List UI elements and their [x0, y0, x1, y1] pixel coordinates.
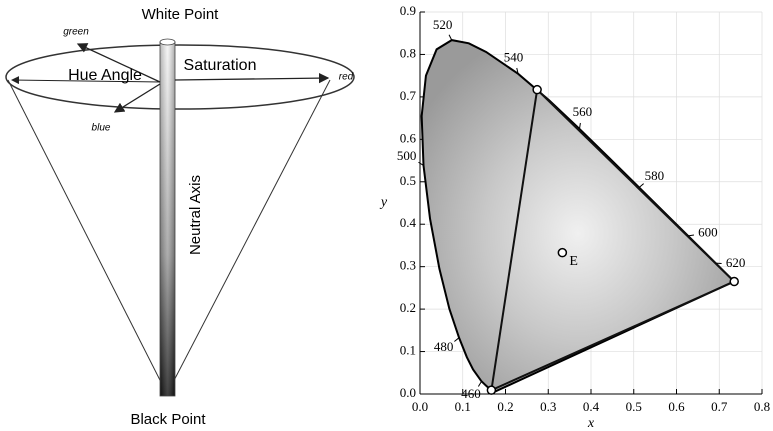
cone-edge — [167, 79, 331, 393]
x-axis-label: x — [587, 416, 595, 431]
x-tick-label: 0.0 — [412, 399, 428, 414]
wavelength-label: 560 — [573, 104, 593, 119]
wavelength-label: 540 — [504, 49, 524, 64]
arrow-blue — [113, 83, 161, 113]
hue-circle — [5, 44, 355, 110]
wavelength-tick — [638, 183, 644, 188]
tube-top — [159, 38, 176, 46]
y-tick-label: 0.1 — [400, 343, 416, 358]
green-label: green — [63, 27, 89, 38]
saturation-label: Saturation — [184, 57, 257, 74]
x-tick-label: 0.2 — [497, 399, 513, 414]
wavelength-label: 520 — [433, 17, 453, 32]
y-axis-label: y — [379, 195, 388, 210]
wavelength-tick — [448, 34, 453, 41]
white-point — [557, 247, 568, 258]
wavelength-tick — [477, 381, 482, 387]
x-tick-label: 0.4 — [583, 399, 600, 414]
y-tick-label: 0.5 — [400, 173, 416, 188]
y-tick-label: 0.7 — [400, 88, 417, 103]
gamut-triangle — [490, 87, 736, 392]
tube-shade — [159, 41, 176, 397]
y-tick-label: 0.6 — [400, 130, 417, 145]
primary-point — [532, 84, 542, 95]
arrow-green — [76, 43, 161, 83]
y-tick-label: 0.9 — [400, 3, 416, 18]
wavelength-label: 460 — [461, 386, 481, 401]
primary-point — [486, 385, 497, 395]
y-tick-label: 0.2 — [400, 300, 416, 315]
wavelength-label: 580 — [645, 168, 665, 183]
wavelength-tick — [454, 337, 460, 342]
wavelength-label: 500 — [397, 148, 417, 163]
white-point-label: White Point — [142, 6, 220, 23]
wavelength-tick — [579, 122, 581, 130]
y-tick-label: 0.3 — [400, 258, 416, 273]
wavelength-tick — [687, 234, 695, 237]
cone-diagram: White Point Black Point Hue Angle Satura… — [5, 6, 355, 428]
primary-point — [729, 276, 739, 287]
y-tick-label: 0.8 — [400, 45, 416, 60]
wavelength-label: 600 — [698, 225, 718, 240]
x-tick-label: 0.7 — [711, 399, 728, 414]
arrow-saturation — [174, 72, 330, 84]
x-tick-label: 0.6 — [668, 399, 685, 414]
wavelength-label: 620 — [726, 255, 746, 270]
x-tick-label: 0.1 — [455, 399, 471, 414]
wavelength-label: 480 — [434, 339, 454, 354]
white-point-label: E — [569, 254, 578, 269]
cone-edge — [7, 79, 167, 393]
red-label: red — [339, 72, 354, 83]
x-tick-label: 0.8 — [754, 399, 770, 414]
wavelength-tick — [516, 67, 519, 74]
arrow-edge — [11, 76, 161, 85]
y-tick-label: 0.4 — [400, 215, 417, 230]
x-tick-label: 0.5 — [626, 399, 642, 414]
x-tick-label: 0.3 — [540, 399, 556, 414]
chromaticity-chart: 0.0 0.1 0.2 0.3 0.4 0.5 0.6 0.7 0.8 0.0 0.1 0.2 0.3 0… — [379, 3, 770, 431]
black-point-label: Black Point — [130, 411, 206, 428]
blue-label: blue — [92, 123, 111, 134]
wavelength-tick — [418, 161, 424, 166]
hue-angle-label: Hue Angle — [68, 67, 142, 84]
y-tick-label: 0.0 — [400, 385, 416, 400]
spectral-locus — [420, 39, 736, 394]
neutral-axis-label: Neutral Axis — [187, 175, 204, 255]
